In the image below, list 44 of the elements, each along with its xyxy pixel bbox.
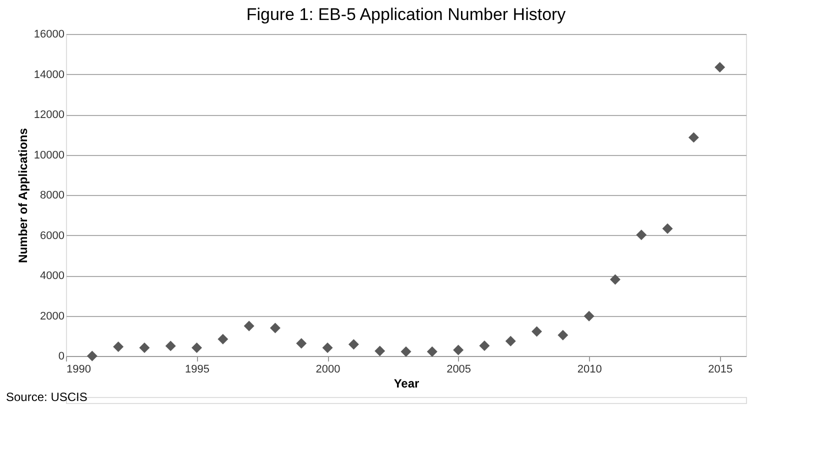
point	[610, 274, 620, 285]
point	[244, 320, 254, 332]
point	[218, 334, 228, 344]
point	[374, 346, 386, 356]
point	[322, 342, 333, 353]
point	[479, 340, 490, 351]
x-axis-title: Year	[394, 376, 420, 390]
y-tick-label: 10000	[34, 149, 64, 162]
point	[505, 336, 516, 346]
x-tick-label: 2005	[446, 364, 472, 376]
point	[296, 338, 307, 349]
point	[400, 346, 412, 357]
point	[688, 132, 699, 143]
y-tick-label: 8000	[40, 190, 64, 202]
point	[662, 223, 673, 234]
y-tick-label: 16000	[34, 28, 64, 40]
point	[270, 322, 280, 334]
chart-title: Figure 1: EB-5 Application Number History	[246, 5, 566, 24]
x-tick-label: 2000	[316, 364, 340, 376]
x-tick-label: 2015	[708, 364, 733, 376]
x-tick-label: 1990	[66, 364, 91, 376]
y-tick-label: 2000	[40, 310, 64, 322]
y-axis-title: Number of Applications	[16, 128, 30, 263]
x-tick-label: 2010	[577, 364, 602, 376]
point	[558, 330, 568, 340]
point	[139, 342, 150, 353]
source-note: Source: USCIS	[6, 390, 88, 404]
y-tick-label: 6000	[40, 230, 64, 242]
point	[192, 342, 202, 353]
point	[532, 326, 542, 337]
point	[636, 230, 647, 240]
y-tick-label: 4000	[40, 270, 64, 282]
point	[165, 340, 176, 352]
point	[453, 344, 464, 356]
point	[86, 350, 98, 362]
point	[714, 62, 726, 72]
x-tick-label: 1995	[185, 364, 210, 376]
y-tick-label: 0	[58, 350, 64, 362]
point	[348, 339, 359, 350]
point	[113, 342, 124, 352]
y-tick-label: 14000	[34, 68, 64, 81]
point	[584, 310, 594, 322]
point	[426, 346, 438, 357]
y-tick-label: 12000	[34, 109, 64, 121]
